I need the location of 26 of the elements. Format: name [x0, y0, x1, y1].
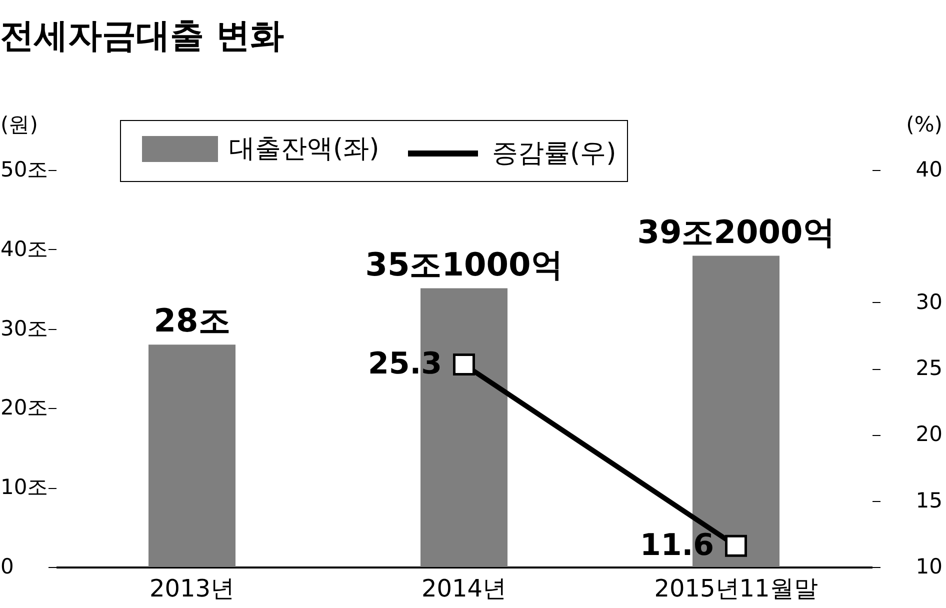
y-axis-title: (원) — [0, 112, 38, 136]
x-tick-label: 2014년 — [421, 574, 507, 602]
x-tick-label: 2013년 — [149, 574, 235, 602]
y-tick-label: 20조 — [0, 396, 48, 420]
y2-tick-label: 15 — [916, 488, 942, 512]
y2-tick-label: 30 — [916, 290, 942, 314]
legend-label: 대출잔액(좌) — [229, 134, 380, 164]
y-tick-label: 50조 — [0, 158, 48, 182]
data-label: 28조 — [154, 302, 230, 340]
legend-label: 증감률(우) — [492, 138, 616, 168]
y-tick-label: 10조 — [0, 475, 48, 500]
y2-tick-label: 10 — [916, 554, 942, 578]
y2-axis-title: (%) — [906, 112, 942, 136]
data-label: 35조1000억 — [365, 245, 563, 284]
data-label: 39조2000억 — [637, 212, 835, 251]
y-tick-label: 30조 — [0, 316, 48, 340]
y2-tick-label: 40 — [916, 158, 942, 182]
bar — [148, 344, 236, 567]
data-label: 11.6 — [640, 528, 714, 563]
y2-tick-label: 20 — [916, 422, 942, 446]
chart-title: 전세자금대출 변화 — [0, 16, 284, 56]
data-label: 25.3 — [368, 346, 442, 382]
y-tick-label: 40조 — [0, 236, 48, 261]
y-tick-label: 0 — [0, 554, 14, 578]
y2-tick-label: 25 — [916, 356, 942, 380]
x-tick-label: 2015년11월말 — [654, 574, 818, 602]
